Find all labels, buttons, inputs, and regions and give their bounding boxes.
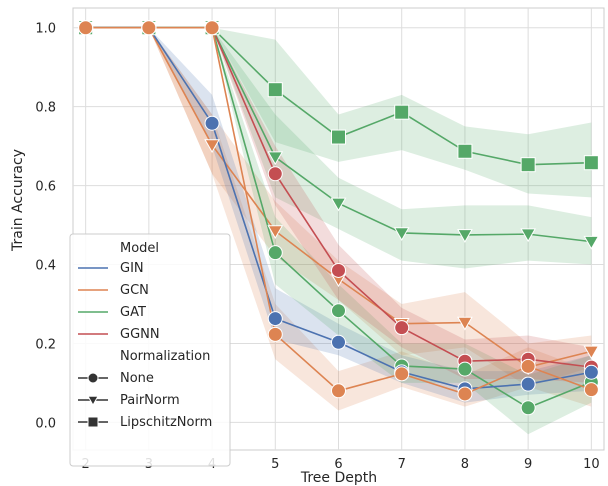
legend: Model GIN GCN GAT GGNN Normalization None Pa… [69, 233, 231, 467]
legend-box [69, 233, 231, 467]
marker-gin-none [331, 334, 346, 350]
legend-label-lipschitznorm: LipschitzNorm [120, 415, 212, 430]
marker-gcn-none [394, 366, 410, 382]
legend-label-pairnorm: PairNorm [120, 393, 180, 408]
marker-gat-none [520, 400, 536, 416]
marker-ggnn-none [267, 166, 283, 182]
y-tick-label: 0.8 [35, 101, 56, 116]
marker-gin-none [267, 311, 283, 327]
y-axis-ticks: 0.0 0.2 0.4 0.6 0.8 1.0 [35, 22, 56, 432]
y-axis-label: Train Accuracy [10, 149, 26, 252]
y-tick-label: 0.0 [35, 416, 56, 431]
marker-gcn-none [583, 382, 599, 398]
legend-label-gin: GIN [120, 261, 144, 276]
legend-marker-pairnorm [87, 395, 99, 407]
marker-gat-lipschitznorm [457, 143, 473, 159]
x-tick-label: 9 [524, 457, 532, 472]
marker-gcn-pairnorm [267, 225, 284, 239]
marker-gat-pairnorm [583, 235, 600, 250]
marker-gat-lipschitznorm [267, 82, 283, 98]
marker-gat-none [331, 303, 346, 319]
legend-norms: None PairNorm LipschitzNorm [78, 371, 212, 430]
marker-gat-lipschitznorm [331, 129, 346, 145]
marker-gat-pairnorm [393, 227, 410, 241]
y-tick-label: 0.2 [35, 337, 56, 352]
marker-gcn-pairnorm [583, 345, 600, 360]
legend-label-ggnn: GGNN [120, 327, 160, 342]
marker-gat-lipschitznorm [394, 104, 410, 120]
marker-gat-lipschitznorm [583, 155, 599, 171]
legend-label-gcn: GCN [120, 283, 149, 298]
marker-ggnn-none [331, 262, 346, 278]
marker-gcn-pairnorm [457, 316, 473, 331]
y-tick-label: 1.0 [35, 22, 56, 37]
marker-ggnn-none [394, 320, 410, 336]
marker-gcn-none [78, 20, 94, 36]
marker-gat-pairnorm [457, 229, 473, 243]
marker-gin-none [583, 364, 599, 380]
series-markers [77, 20, 600, 416]
band-ggnn-none [85, 27, 592, 383]
legend-models: GIN GCN GAT GGNN [78, 261, 160, 342]
marker-gcn-none [267, 326, 283, 342]
x-tick-label: 10 [583, 457, 600, 472]
marker-gat-pairnorm [520, 228, 537, 243]
x-tick-label: 6 [334, 457, 342, 472]
x-tick-label: 7 [398, 457, 406, 472]
x-axis-label: Tree Depth [300, 470, 377, 486]
marker-gat-none [457, 361, 473, 377]
legend-normalization-title: Normalization [120, 349, 210, 364]
marker-gcn-none [204, 20, 220, 36]
marker-gat-lipschitznorm [520, 157, 536, 173]
band-gat-none [85, 27, 592, 435]
legend-label-gat: GAT [120, 305, 146, 320]
legend-marker-none [87, 372, 99, 384]
legend-label-none: None [120, 371, 154, 386]
marker-gcn-none [141, 20, 157, 36]
marker-gat-none [267, 245, 283, 261]
marker-gin-none [204, 115, 220, 131]
marker-gcn-none [457, 386, 473, 402]
y-tick-label: 0.4 [35, 259, 56, 274]
marker-gat-pairnorm [267, 151, 284, 166]
marker-gcn-none [520, 358, 536, 374]
legend-model-title: Model [120, 241, 159, 256]
marker-gin-none [520, 376, 536, 392]
legend-marker-lipschitznorm [87, 416, 99, 428]
y-tick-label: 0.6 [35, 180, 56, 195]
marker-gat-pairnorm [330, 197, 347, 212]
x-tick-label: 5 [271, 457, 279, 472]
marker-gcn-none [331, 383, 346, 399]
band-gat-pairnorm [85, 27, 592, 269]
marker-gcn-pairnorm [204, 139, 220, 153]
x-tick-label: 8 [461, 457, 469, 472]
